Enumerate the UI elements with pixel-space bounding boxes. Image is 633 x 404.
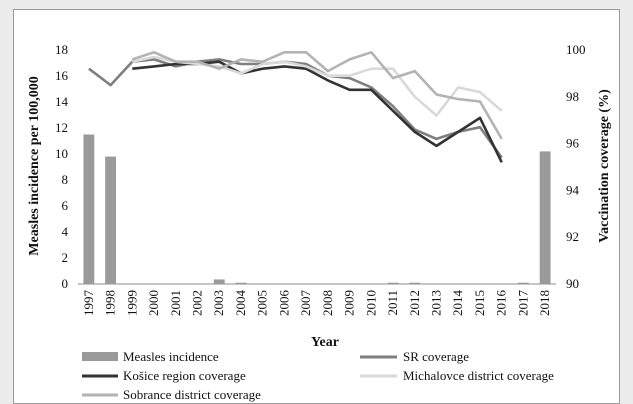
line-sobrance-coverage xyxy=(131,51,503,140)
x-tick-label: 2016 xyxy=(494,290,509,317)
x-tick-label: 2010 xyxy=(363,290,378,316)
x-tick-label: 1999 xyxy=(124,290,139,316)
plot-area xyxy=(78,51,556,285)
x-tick-label: 1998 xyxy=(103,290,118,316)
x-tick-label: 2008 xyxy=(320,290,335,316)
right-tick-label: 92 xyxy=(566,229,579,244)
bar-measles-incidence xyxy=(517,282,529,284)
x-tick-label: 2011 xyxy=(385,290,400,316)
left-tick-label: 14 xyxy=(55,94,69,109)
left-tick-label: 4 xyxy=(62,224,69,239)
x-tick-label: 2002 xyxy=(190,290,205,316)
right-tick-label: 94 xyxy=(566,182,580,197)
bar-measles-incidence xyxy=(105,156,117,284)
x-tick-label: 2000 xyxy=(146,290,161,316)
bar-measles-incidence xyxy=(235,282,247,284)
left-tick-label: 12 xyxy=(55,120,68,135)
legend-label-sr-coverage: SR coverage xyxy=(403,349,469,364)
left-axis-ticks: 0 2 4 6 8 10 12 14 16 18 xyxy=(55,42,69,291)
legend-label-measles-incidence: Measles incidence xyxy=(123,349,219,364)
x-tick-label: 2015 xyxy=(472,290,487,316)
x-tick-label: 2007 xyxy=(298,290,313,317)
x-tick-label: 2013 xyxy=(429,290,444,316)
left-tick-label: 2 xyxy=(62,250,69,265)
x-tick-label: 2001 xyxy=(168,290,183,316)
x-tick-label: 2018 xyxy=(537,290,552,316)
x-axis-ticks: 1997 1998 1999 2000 2001 2002 2003 2004 2005 2006… xyxy=(81,290,552,317)
bar-measles-incidence xyxy=(409,282,421,284)
legend-label-michalovce-coverage: Michalovce district coverage xyxy=(403,368,554,383)
right-tick-label: 90 xyxy=(566,276,579,291)
right-tick-label: 100 xyxy=(566,42,586,57)
left-tick-label: 8 xyxy=(62,172,69,187)
legend-swatch-measles-incidence xyxy=(82,352,118,361)
x-tick-label: 1997 xyxy=(81,290,96,317)
x-tick-label: 2009 xyxy=(342,290,357,316)
x-tick-label: 2005 xyxy=(255,290,270,316)
right-axis-ticks: 90 92 94 96 98 100 xyxy=(566,42,586,291)
bar-measles-incidence xyxy=(539,151,551,284)
left-tick-label: 10 xyxy=(55,146,68,161)
x-tick-label: 2006 xyxy=(276,290,291,317)
bar-measles-incidence xyxy=(387,282,399,284)
left-tick-label: 16 xyxy=(55,68,69,83)
bar-measles-incidence xyxy=(83,134,95,284)
x-axis-title: Year xyxy=(311,335,339,350)
line-michalovce-coverage xyxy=(132,55,503,117)
bar-measles-incidence xyxy=(213,279,225,284)
right-tick-label: 98 xyxy=(566,89,579,104)
line-kosice-coverage xyxy=(132,60,503,163)
x-tick-label: 2004 xyxy=(233,290,248,317)
x-tick-label: 2003 xyxy=(211,290,226,316)
left-axis-title: Measles incidence per 100,000 xyxy=(27,76,42,255)
legend-label-kosice-coverage: Košice region coverage xyxy=(123,368,246,383)
legend: Measles incidence SR coverage Košice reg… xyxy=(82,349,554,402)
right-axis-title: Vaccination coverage (%) xyxy=(597,89,612,243)
right-tick-label: 96 xyxy=(566,136,580,151)
left-tick-label: 18 xyxy=(55,42,68,57)
x-tick-label: 2012 xyxy=(407,290,422,316)
legend-label-sobrance-coverage: Sobrance district coverage xyxy=(123,387,261,402)
x-tick-label: 2014 xyxy=(450,290,465,317)
left-tick-label: 0 xyxy=(62,276,69,291)
x-tick-label: 2017 xyxy=(515,290,530,317)
left-tick-label: 6 xyxy=(62,198,69,213)
